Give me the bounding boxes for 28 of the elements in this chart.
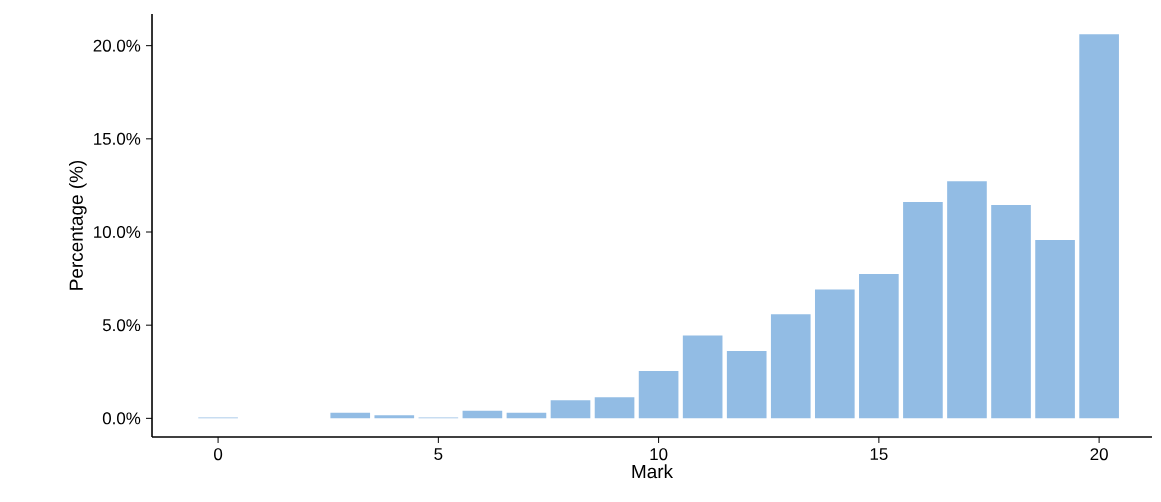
y-tick-label: 5.0% <box>102 319 141 332</box>
bar <box>726 350 767 419</box>
bar <box>1035 240 1075 419</box>
x-tick-label: 10 <box>650 448 668 461</box>
y-tick-label: 0.0% <box>102 412 141 425</box>
bar <box>814 289 855 419</box>
y-tick-label: 20.0% <box>93 39 141 52</box>
bar <box>594 397 635 419</box>
bar <box>903 202 943 419</box>
bar <box>330 412 371 419</box>
bar <box>947 181 987 419</box>
x-tick-label: 15 <box>870 448 888 460</box>
bar <box>991 204 1031 419</box>
bar <box>550 400 591 419</box>
bar <box>682 335 723 419</box>
y-axis-title: Percentage (%) <box>69 160 87 290</box>
y-tick-label: 10.0% <box>94 226 141 239</box>
bar <box>638 371 679 419</box>
bar <box>770 314 811 419</box>
x-tick-label: 20 <box>1090 448 1108 461</box>
bar <box>374 415 415 419</box>
x-axis-title: Mark <box>632 464 674 479</box>
bar <box>859 274 899 419</box>
bar <box>462 410 503 419</box>
x-tick-label: 0 <box>214 448 223 461</box>
x-tick-label: 5 <box>434 448 443 460</box>
bar <box>1079 34 1119 419</box>
y-tick-label: 15.0% <box>94 132 141 145</box>
